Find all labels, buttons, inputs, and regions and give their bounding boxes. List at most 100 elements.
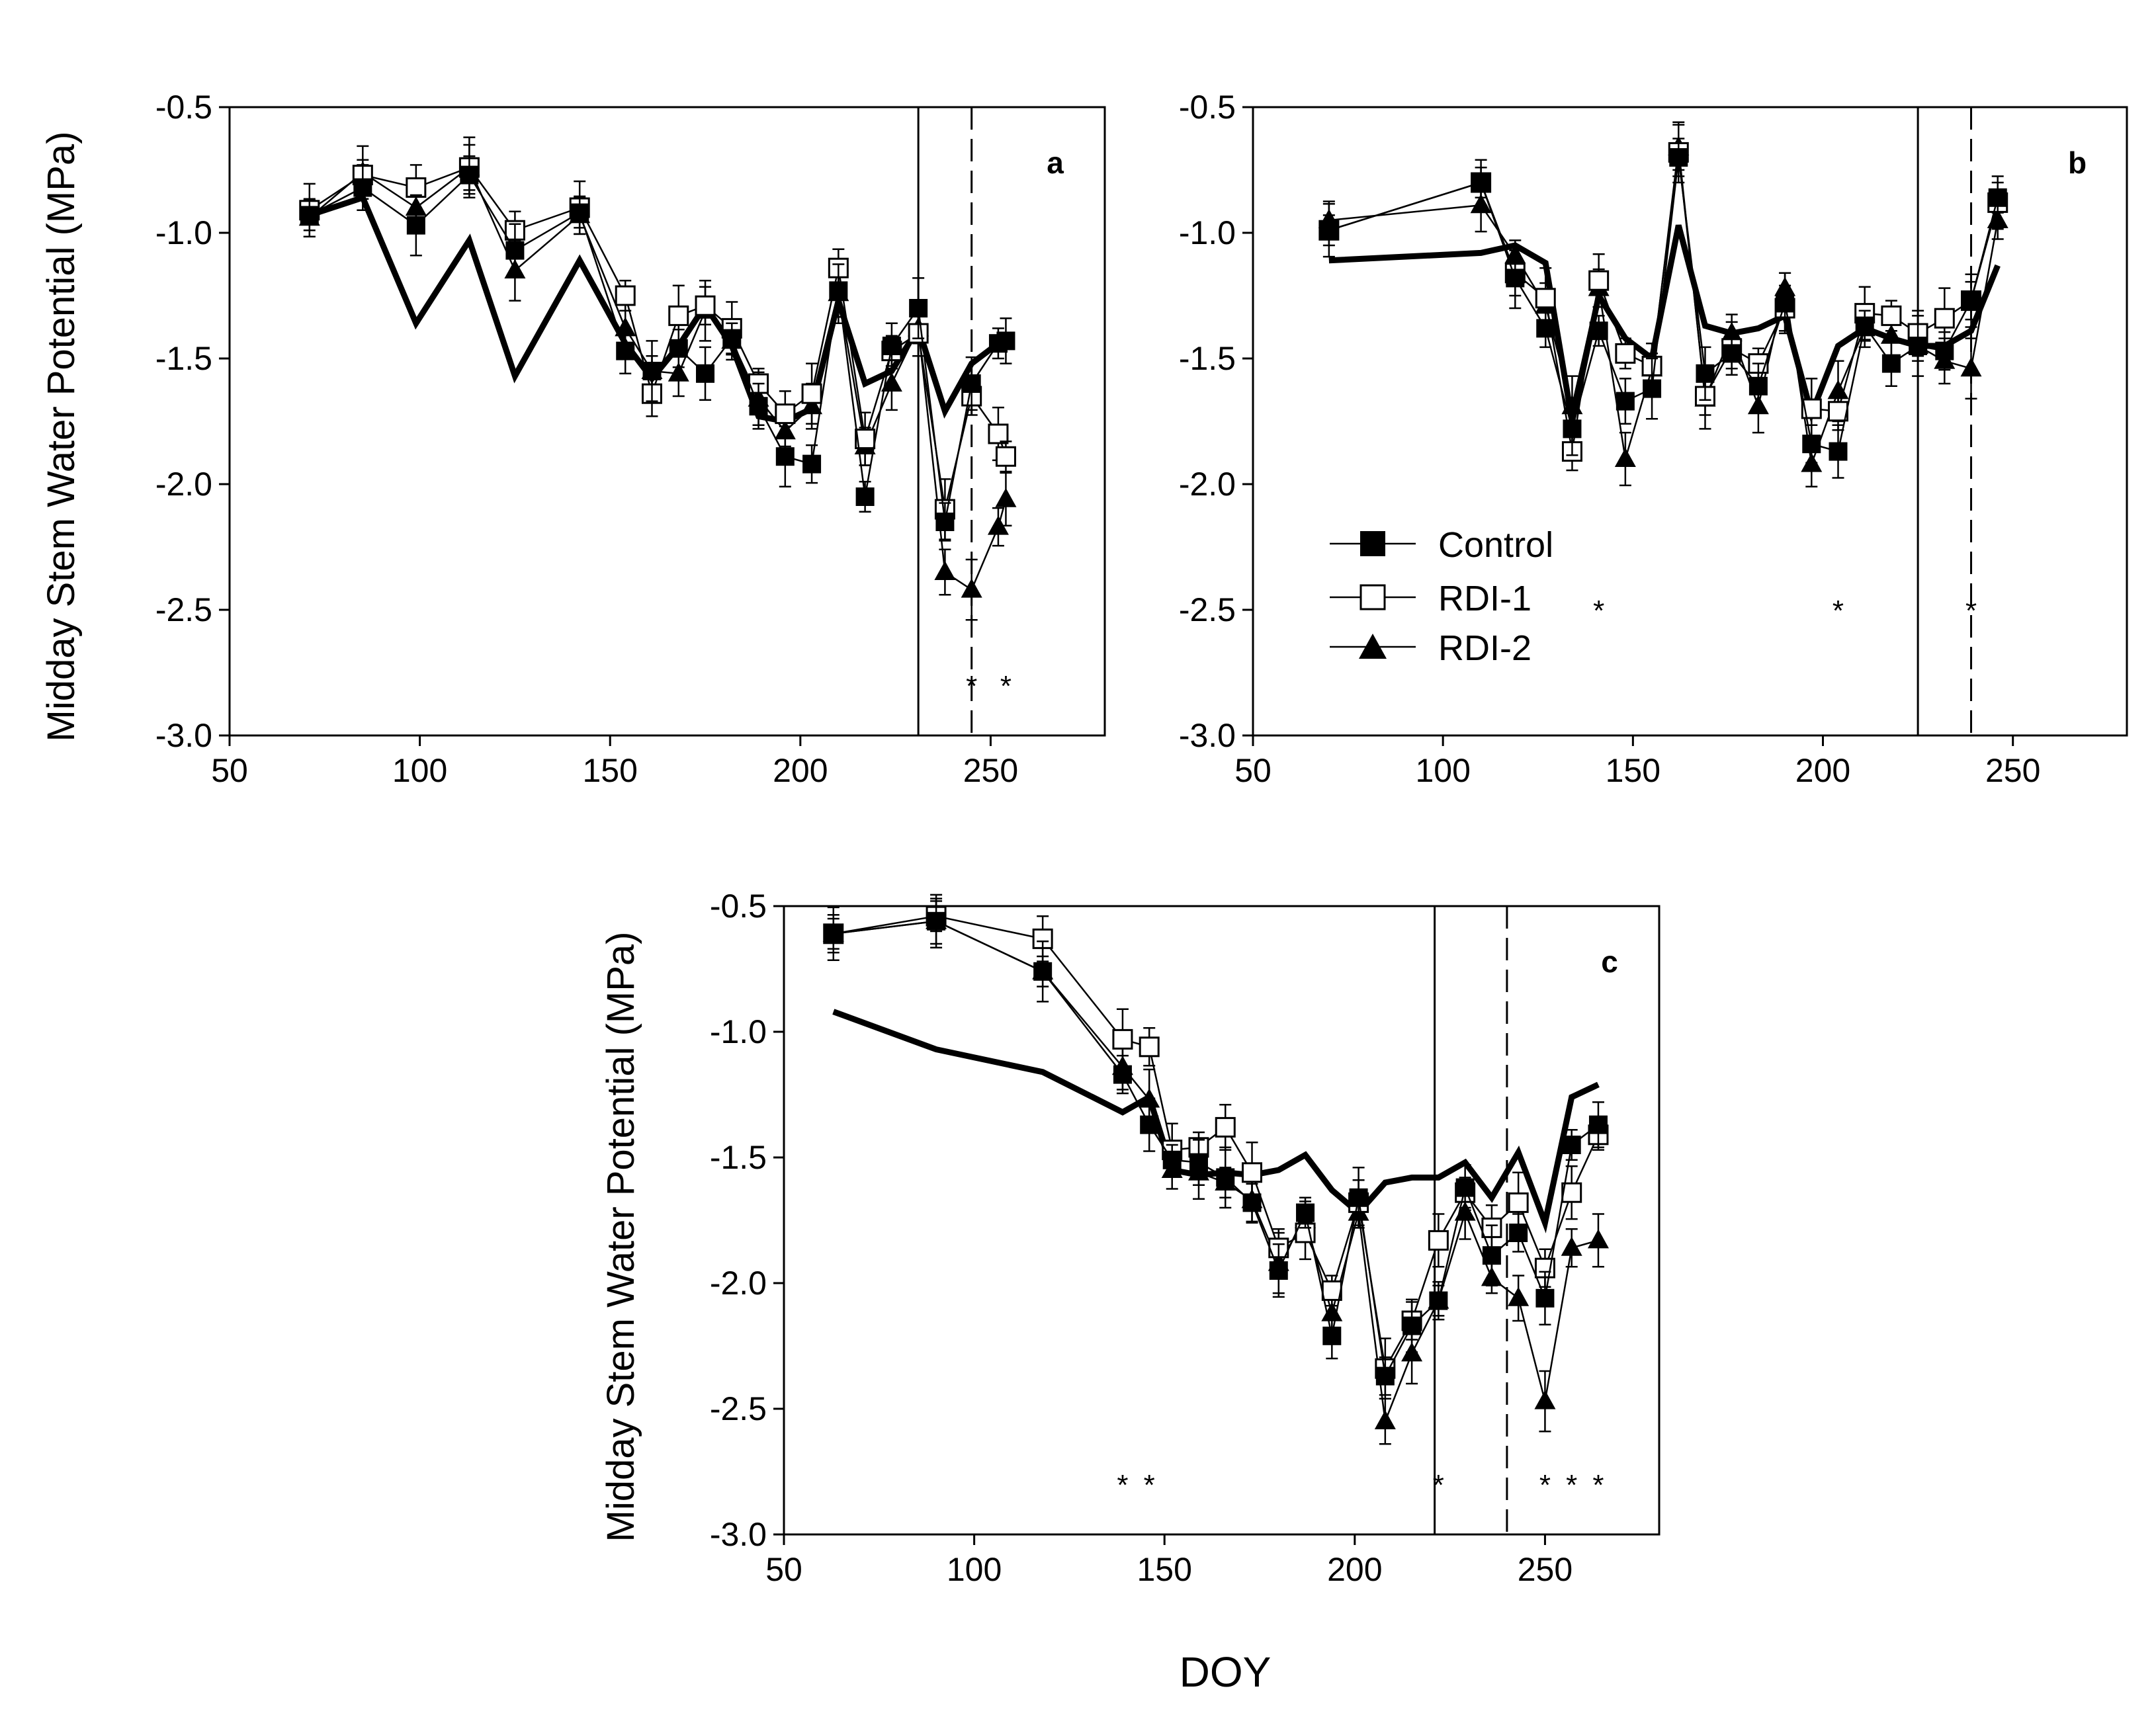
y-tick-label: -0.5 bbox=[1179, 89, 1236, 126]
panel-a: 50 100 150 200 250 -0.5 -1.0 -1.5 -2.0 -2.5 -3.0 * *… bbox=[155, 89, 1106, 789]
data-point-control bbox=[824, 924, 843, 943]
x-tick-label: 250 bbox=[1518, 1551, 1573, 1588]
data-point-control bbox=[1962, 291, 1981, 310]
data-point-control bbox=[1988, 188, 2007, 207]
data-point-rdi-1 bbox=[1139, 1036, 1160, 1058]
data-point-control bbox=[460, 165, 479, 185]
significance-star: * bbox=[1000, 670, 1012, 702]
data-point-control bbox=[669, 339, 688, 358]
data-point-control bbox=[1935, 341, 1954, 360]
x-tick-label: 150 bbox=[1137, 1551, 1191, 1588]
data-point-control bbox=[962, 374, 981, 393]
data-point-control bbox=[722, 329, 742, 348]
data-point-control bbox=[1455, 1178, 1475, 1197]
data-point-control bbox=[1881, 354, 1901, 373]
data-point-control bbox=[642, 362, 662, 380]
x-tick-label: 200 bbox=[1327, 1551, 1382, 1588]
data-point-control bbox=[996, 331, 1015, 351]
y-tick-label: -0.5 bbox=[155, 89, 212, 126]
data-point-control bbox=[353, 178, 372, 197]
legend-label-rdi-1: RDI-1 bbox=[1438, 579, 1531, 618]
y-tick-label: -2.5 bbox=[155, 591, 212, 628]
significance-star: * bbox=[1539, 1469, 1551, 1501]
data-point-rdi-1 bbox=[668, 305, 689, 326]
legend: Control RDI-1 RDI-2 bbox=[1330, 525, 1553, 668]
data-point-control bbox=[1216, 1168, 1235, 1187]
significance-star: * bbox=[1117, 1469, 1128, 1501]
data-point-rdi-2 bbox=[881, 372, 902, 392]
data-point-control bbox=[1536, 319, 1555, 338]
y-tick-label: -2.5 bbox=[710, 1390, 767, 1427]
data-point-control bbox=[775, 447, 795, 466]
data-point-control bbox=[1429, 1291, 1448, 1310]
y-tick-label: -2.0 bbox=[710, 1265, 767, 1302]
data-point-control bbox=[1722, 344, 1741, 363]
data-point-rdi-2 bbox=[1960, 357, 1982, 377]
data-point-control bbox=[1242, 1193, 1262, 1212]
y-axis-title-bottom: Midday Stem Water Potential (MPa) bbox=[599, 932, 642, 1542]
y-tick-label: -1.0 bbox=[155, 214, 212, 251]
data-point-rdi-1 bbox=[1321, 1280, 1342, 1301]
data-point-rdi-2 bbox=[1614, 448, 1636, 467]
data-point-control bbox=[406, 216, 425, 235]
data-point-rdi-2 bbox=[995, 487, 1017, 507]
data-point-rdi-1 bbox=[1215, 1116, 1236, 1138]
data-point-rdi-2 bbox=[1561, 1236, 1582, 1256]
legend-item-rdi-2: RDI-2 bbox=[1330, 628, 1531, 668]
data-point-control bbox=[1802, 435, 1821, 454]
plot-frame bbox=[783, 905, 1660, 1536]
data-point-rdi-1 bbox=[1428, 1230, 1449, 1251]
data-point-rdi-2 bbox=[1587, 1229, 1609, 1249]
data-point-control bbox=[749, 397, 768, 416]
significance-star: * bbox=[1592, 1469, 1604, 1501]
y-tick-label: -2.0 bbox=[155, 466, 212, 503]
panel-c: 50 100 150 200 250 -0.5 -1.0 -1.5 -2.0 -2.5 -3.0 * *… bbox=[710, 888, 1660, 1588]
data-point-rdi-1 bbox=[615, 285, 636, 306]
data-point-control bbox=[696, 364, 715, 383]
series-line-rdi-2 bbox=[833, 920, 1599, 1422]
data-point-control bbox=[1296, 1203, 1315, 1222]
data-point-control bbox=[1776, 294, 1795, 313]
panel-letter: c bbox=[1601, 944, 1618, 979]
data-point-rdi-2 bbox=[1374, 1410, 1396, 1429]
significance-star: * bbox=[966, 670, 977, 702]
data-point-control bbox=[1535, 1288, 1555, 1308]
data-point-control bbox=[1909, 337, 1928, 355]
panel-letter: a bbox=[1047, 146, 1064, 180]
x-tick-label: 50 bbox=[211, 752, 248, 789]
panel-letter: b bbox=[2068, 146, 2087, 180]
data-point-rdi-1 bbox=[695, 295, 716, 316]
data-point-rdi-1 bbox=[855, 429, 876, 450]
data-point-rdi-1 bbox=[1242, 1162, 1263, 1183]
legend-label-rdi-2: RDI-2 bbox=[1438, 628, 1531, 668]
data-point-rdi-1 bbox=[988, 423, 1009, 444]
data-point-control bbox=[909, 299, 928, 317]
x-tick-label: 100 bbox=[1415, 752, 1470, 789]
y-tick-label: -1.5 bbox=[1179, 340, 1236, 377]
data-point-control bbox=[1855, 316, 1874, 335]
significance-star: * bbox=[1433, 1469, 1444, 1501]
y-axis-title-top: Midday Stem Water Potential (MPa) bbox=[40, 132, 83, 742]
data-point-rdi-1 bbox=[1881, 305, 1902, 326]
series-line-control bbox=[833, 920, 1599, 1379]
x-tick-label: 100 bbox=[947, 1551, 1002, 1588]
x-tick-label: 200 bbox=[773, 752, 828, 789]
data-point-rdi-1 bbox=[1615, 343, 1636, 364]
y-tick-label: -2.0 bbox=[1179, 466, 1236, 503]
x-tick-label: 250 bbox=[1985, 752, 2040, 789]
x-tick-label: 50 bbox=[1234, 752, 1272, 789]
data-point-rdi-2 bbox=[668, 362, 689, 382]
data-point-control bbox=[1482, 1246, 1501, 1265]
data-point-rdi-2 bbox=[1880, 324, 1902, 344]
data-point-control bbox=[1033, 962, 1053, 981]
series-line-control bbox=[309, 173, 1006, 523]
x-tick-label: 150 bbox=[582, 752, 637, 789]
y-tick-label: -1.0 bbox=[710, 1013, 767, 1050]
filled-triangle-icon bbox=[1359, 634, 1387, 659]
legend-item-control: Control bbox=[1330, 525, 1553, 565]
x-tick-label: 100 bbox=[392, 752, 447, 789]
significance-star: * bbox=[1965, 595, 1977, 627]
data-point-rdi-2 bbox=[1534, 1390, 1556, 1409]
data-point-control bbox=[935, 513, 955, 531]
